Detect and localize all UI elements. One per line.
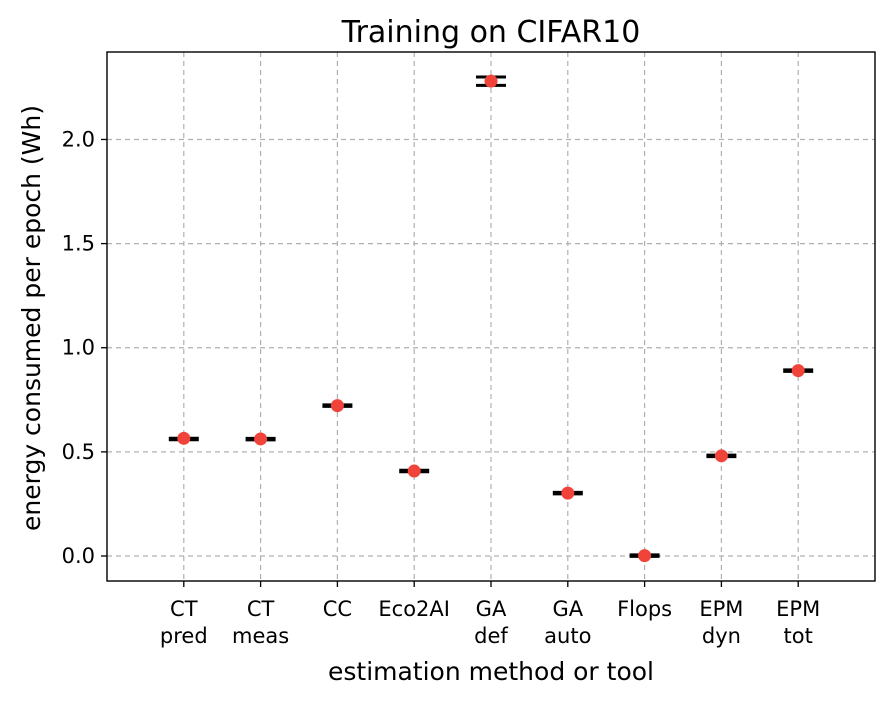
mean-marker: [177, 431, 191, 445]
x-tick-label-line: GA: [476, 597, 507, 621]
y-tick-label: 1.0: [62, 336, 95, 360]
x-tick-label: GA auto: [544, 597, 591, 648]
x-tick-label: EPM tot: [776, 597, 820, 648]
y-tick-label: 1.5: [62, 232, 95, 256]
x-tick-label-line: dyn: [702, 624, 741, 648]
x-axis-label: estimation method or tool: [328, 657, 654, 686]
mean-marker: [407, 464, 421, 478]
x-tick-label: CT pred: [160, 597, 208, 648]
x-axis-ticks: CT pred CT meas CC Eco2AI GA def GA auto Flops EPM d…: [160, 581, 820, 648]
mean-marker: [714, 449, 728, 463]
mean-marker: [484, 74, 498, 88]
mean-marker: [254, 432, 268, 446]
x-tick-label-line: CT: [170, 597, 198, 621]
grid-lines: [107, 52, 875, 581]
x-tick-label-line: def: [474, 624, 508, 648]
x-tick-label-line: Eco2AI: [378, 597, 450, 621]
x-tick-label-line: meas: [232, 624, 289, 648]
x-tick-label: Eco2AI: [378, 597, 450, 621]
mean-marker: [330, 399, 344, 413]
chart-title: Training on CIFAR10: [341, 15, 641, 50]
x-tick-label-line: GA: [552, 597, 583, 621]
mean-marker: [638, 549, 652, 563]
x-tick-label-line: pred: [160, 624, 208, 648]
x-tick-label-line: EPM: [699, 597, 743, 621]
x-tick-label-line: auto: [544, 624, 591, 648]
y-axis-label: energy consumed per epoch (Wh): [17, 105, 46, 531]
mean-marker: [791, 364, 805, 378]
x-tick-label-line: tot: [784, 624, 813, 648]
x-tick-label: CT meas: [232, 597, 289, 648]
x-tick-label: CC: [323, 597, 352, 621]
mean-markers: [177, 74, 805, 563]
y-tick-label: 2.0: [62, 127, 95, 151]
x-tick-label-line: CT: [247, 597, 275, 621]
x-tick-label: GA def: [474, 597, 508, 648]
x-tick-label-line: CC: [323, 597, 352, 621]
x-tick-label-line: Flops: [617, 597, 672, 621]
y-tick-label: 0.0: [62, 544, 95, 568]
x-tick-label: EPM dyn: [699, 597, 743, 648]
y-axis-ticks: 0.0 0.5 1.0 1.5 2.0: [62, 127, 107, 568]
x-tick-label: Flops: [617, 597, 672, 621]
mean-marker: [561, 486, 575, 500]
y-tick-label: 0.5: [62, 440, 95, 464]
x-tick-label-line: EPM: [776, 597, 820, 621]
